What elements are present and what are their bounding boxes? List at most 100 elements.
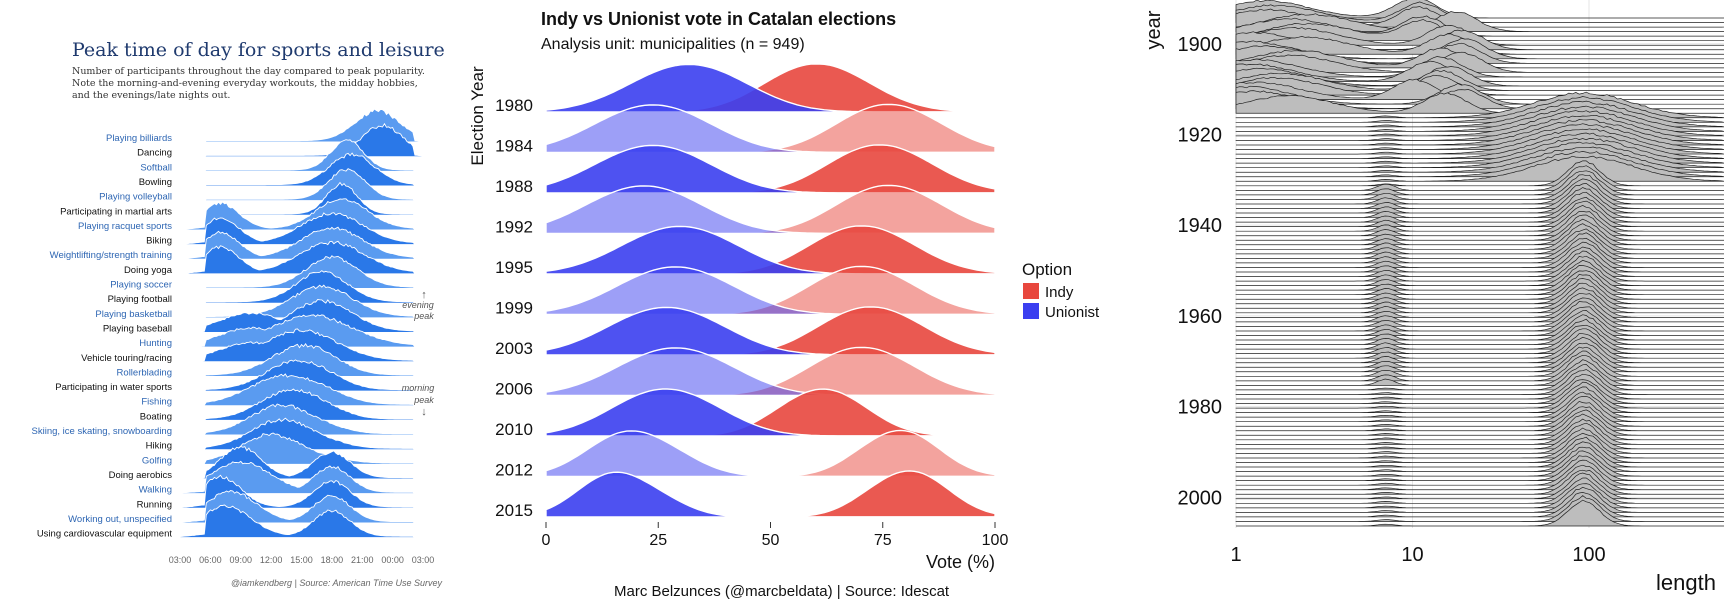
sports-ridge <box>179 343 424 377</box>
sports-activity-label: Dancing <box>137 148 172 159</box>
sports-ridge <box>179 460 424 495</box>
unionist-ridge <box>545 104 995 154</box>
legend-label-indy: Indy <box>1045 284 1074 301</box>
catalan-x-tick-label: 50 <box>762 532 780 549</box>
sports-activity-label: Doing yoga <box>124 265 173 276</box>
movie-year-ridge <box>1235 395 1724 423</box>
election-year-label: 2010 <box>495 420 533 439</box>
unionist-ridge <box>545 471 995 518</box>
movie-year-ridge <box>1235 450 1724 477</box>
movie-year-ridge <box>1235 386 1724 413</box>
movie-year-ridge <box>1235 350 1724 377</box>
movie-year-ridge <box>1235 218 1724 246</box>
sports-activity-label: Boating <box>140 411 172 422</box>
sports-activity-label: Weightlifting/strength training <box>50 250 172 261</box>
sports-x-tick-label: 15:00 <box>290 555 313 565</box>
catalan-x-tick-label: 0 <box>542 532 551 549</box>
sports-activity-label: Hunting <box>139 338 172 349</box>
movie-year-ridge <box>1235 472 1724 500</box>
sports-activity-label: Bowling <box>139 177 172 188</box>
sports-ridge <box>179 122 424 158</box>
movie-year-ridge <box>1235 265 1724 291</box>
movie-year-ridge <box>1235 191 1724 218</box>
sports-panel: Peak time of day for sports and leisure … <box>32 39 445 588</box>
movie-year-ridge <box>1235 210 1724 237</box>
catalan-x-axis: 0 25 50 75 100 <box>542 522 1008 549</box>
catalan-ridges <box>545 63 996 518</box>
sports-ridge <box>179 403 424 436</box>
movie-year-ridge <box>1235 228 1724 255</box>
sports-x-tick-label: 06:00 <box>199 555 222 565</box>
unionist-ridge <box>545 266 995 316</box>
movie-year-ridge <box>1235 274 1724 300</box>
movie-year-ridge <box>1235 223 1724 250</box>
movie-year-ridge <box>1235 401 1724 427</box>
movie-year-ridge <box>1235 381 1724 409</box>
legend-swatch-unionist <box>1023 303 1039 319</box>
movies-y-tick-label: 1980 <box>1178 397 1223 419</box>
election-year-label: 1992 <box>495 218 533 237</box>
movies-y-tick-label: 1920 <box>1178 124 1223 146</box>
movie-year-ridge <box>1235 459 1724 486</box>
unionist-ridge <box>545 225 995 275</box>
legend-swatch-indy <box>1023 283 1039 299</box>
movie-year-ridge <box>1235 406 1724 432</box>
catalan-subtitle: Analysis unit: municipalities (n = 949) <box>541 36 805 53</box>
movie-year-ridge <box>1235 441 1724 468</box>
movie-year-ridge <box>1235 333 1724 359</box>
movie-year-ridge <box>1235 259 1724 286</box>
movie-year-ridge <box>1235 178 1724 205</box>
election-year-label: 1980 <box>495 96 533 115</box>
evening-arrow: ↑ <box>421 289 427 301</box>
sports-title: Peak time of day for sports and leisure <box>72 39 445 61</box>
movie-year-ridge <box>1236 499 1724 527</box>
movie-year-ridge <box>1235 369 1724 395</box>
movie-year-ridge <box>1235 278 1724 305</box>
movie-year-ridge <box>1236 183 1724 209</box>
movie-year-ridge <box>1235 427 1724 454</box>
movie-year-ridge <box>1235 446 1724 472</box>
movie-year-ridge <box>1235 270 1724 296</box>
sports-activity-label: Softball <box>140 162 172 173</box>
movie-year-ridge <box>1235 187 1724 214</box>
movie-year-ridge <box>1235 483 1724 509</box>
sports-activity-label: Working out, unspecified <box>68 514 172 525</box>
sports-ridge <box>179 198 424 231</box>
movie-year-ridge <box>1235 464 1724 491</box>
movie-year-ridge <box>1236 246 1724 273</box>
evening-peak-annotation: ↑ evening peak <box>402 289 434 321</box>
election-year-label: 2012 <box>495 461 533 480</box>
election-year-label: 2015 <box>495 501 533 520</box>
legend-title: Option <box>1022 260 1072 279</box>
sports-ridge <box>179 152 424 187</box>
movie-year-ridge <box>1235 214 1724 241</box>
movie-year-ridge <box>1235 432 1724 459</box>
movie-year-ridge <box>1235 328 1724 354</box>
movies-x-tick-label: 10 <box>1401 544 1423 566</box>
morning-word: morning <box>402 383 435 393</box>
movie-year-ridge <box>1235 196 1724 223</box>
movie-year-ridge <box>1235 250 1724 277</box>
movies-y-tick-label: 1940 <box>1178 215 1223 237</box>
sports-ridge <box>179 240 424 275</box>
sports-subtitle-line-2: Note the morning-and-evening everyday wo… <box>72 78 418 89</box>
sports-activity-label: Using cardiovascular equipment <box>37 529 173 540</box>
catalan-caption: Marc Belzunces (@marcbeldata) | Source: … <box>614 583 950 600</box>
sports-x-tick-label: 21:00 <box>351 555 374 565</box>
election-year-label: 1995 <box>495 258 533 277</box>
movie-year-ridge <box>1235 297 1724 323</box>
sports-ridge <box>179 299 424 333</box>
movie-year-ridge <box>1235 379 1724 404</box>
sports-activity-label: Hiking <box>146 441 172 452</box>
sports-ridge <box>179 359 424 392</box>
sports-activity-label: Playing basketball <box>95 309 172 320</box>
unionist-ridge <box>545 63 995 113</box>
movies-y-tick-label: 1960 <box>1178 306 1223 328</box>
movie-year-ridge <box>1235 324 1724 350</box>
sports-activity-label: Playing volleyball <box>99 192 172 203</box>
movie-year-ridge <box>1235 282 1724 309</box>
movie-year-ridge <box>1235 418 1724 445</box>
sports-activity-label: Playing football <box>108 294 172 305</box>
election-year-label: 1988 <box>495 177 533 196</box>
sports-ridge <box>179 504 424 538</box>
